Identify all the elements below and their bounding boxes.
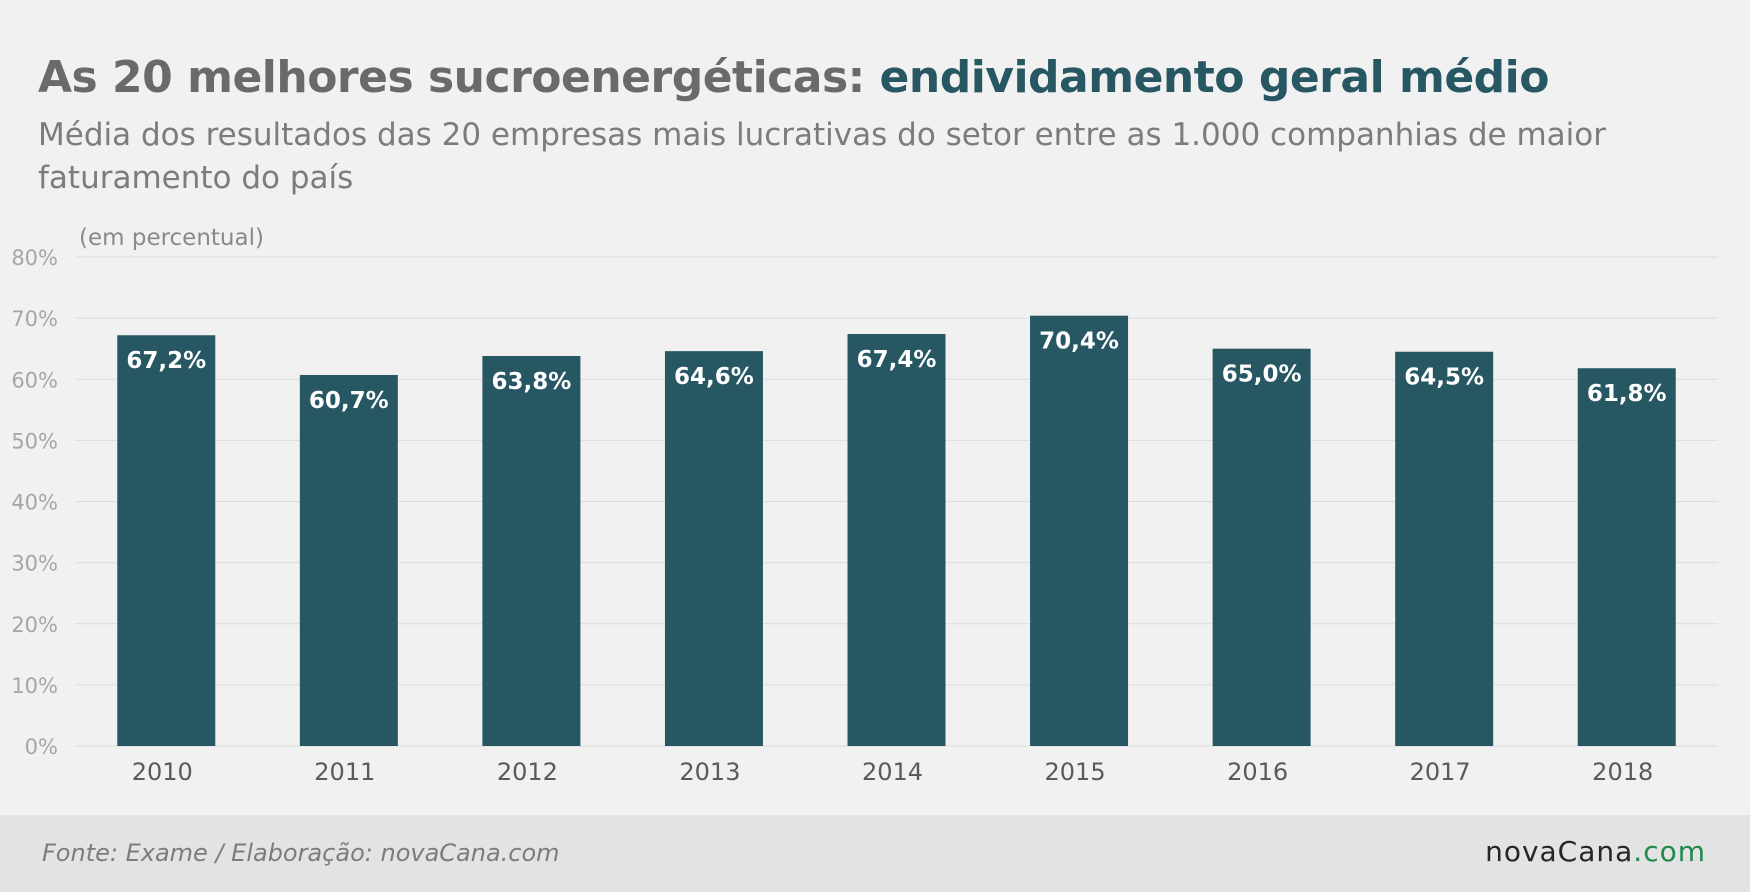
unit-label: (em percentual) xyxy=(79,225,264,251)
bar-2013 xyxy=(664,351,763,746)
chart-header: As 20 melhores sucroenergéticas: endivid… xyxy=(38,48,1718,200)
x-tick-label: 2012 xyxy=(497,758,558,786)
logo-tld: .com xyxy=(1633,835,1706,868)
y-tick-label: 0% xyxy=(25,735,58,759)
x-tick-label: 2015 xyxy=(1045,758,1106,786)
y-tick-label: 10% xyxy=(11,674,58,698)
y-tick-label: 20% xyxy=(11,613,58,637)
footer: Fonte: Exame / Elaboração: novaCana.com … xyxy=(0,815,1750,892)
bar-value-label: 64,6% xyxy=(674,364,754,390)
bar-value-label: 67,2% xyxy=(126,348,206,374)
bar-2011 xyxy=(299,374,398,746)
bar-2012 xyxy=(482,356,581,746)
bar-2015 xyxy=(1030,315,1129,746)
x-tick-label: 2016 xyxy=(1227,758,1288,786)
x-axis-ticks: 2010 2011 2012 2013 2014 2015 2016 2017 2018 xyxy=(132,758,1654,786)
x-tick-label: 2018 xyxy=(1592,758,1653,786)
chart-title: As 20 melhores sucroenergéticas: endivid… xyxy=(38,48,1718,108)
y-tick-label: 50% xyxy=(11,429,58,453)
bar-value-label: 63,8% xyxy=(491,369,571,395)
bars: 67,2% 60,7% 63,8% 64,6% 67,4% 70,4% 65,0% 64,5%… xyxy=(117,315,1676,746)
bar-2010 xyxy=(117,335,216,746)
title-accent: endividamento geral médio xyxy=(879,52,1550,103)
y-tick-label: 80% xyxy=(11,246,58,270)
source-note: Fonte: Exame / Elaboração: novaCana.com xyxy=(42,839,560,867)
bar-value-label: 64,5% xyxy=(1404,365,1484,391)
logo-main: novaCana xyxy=(1485,835,1634,868)
x-tick-label: 2010 xyxy=(132,758,193,786)
bar-value-label: 67,4% xyxy=(857,347,937,373)
chart-subtitle: Média dos resultados das 20 empresas mai… xyxy=(38,117,1606,196)
y-axis-ticks: 0% 10% 20% 30% 40% 50% 60% 70% 80% xyxy=(11,246,58,759)
bar-2016 xyxy=(1212,348,1311,746)
y-tick-label: 30% xyxy=(11,552,58,576)
y-tick-label: 40% xyxy=(11,491,58,515)
novacana-logo: novaCana.com xyxy=(1485,835,1706,868)
bar-2018 xyxy=(1577,368,1676,746)
bar-chart: (em percentual) 0% 10% 20% 30% 40% 50% 60% 70% 8… xyxy=(11,225,1718,786)
x-tick-label: 2013 xyxy=(679,758,740,786)
bar-value-label: 60,7% xyxy=(309,388,389,414)
title-main: As 20 melhores sucroenergéticas: xyxy=(38,52,880,103)
x-tick-label: 2014 xyxy=(862,758,923,786)
bar-2017 xyxy=(1395,351,1494,746)
x-tick-label: 2011 xyxy=(314,758,375,786)
y-tick-label: 60% xyxy=(11,368,58,392)
y-tick-label: 70% xyxy=(11,307,58,331)
bar-value-label: 65,0% xyxy=(1222,362,1302,388)
bar-2014 xyxy=(847,334,946,746)
x-tick-label: 2017 xyxy=(1410,758,1471,786)
bar-value-label: 70,4% xyxy=(1039,329,1119,355)
bar-value-label: 61,8% xyxy=(1587,381,1667,407)
